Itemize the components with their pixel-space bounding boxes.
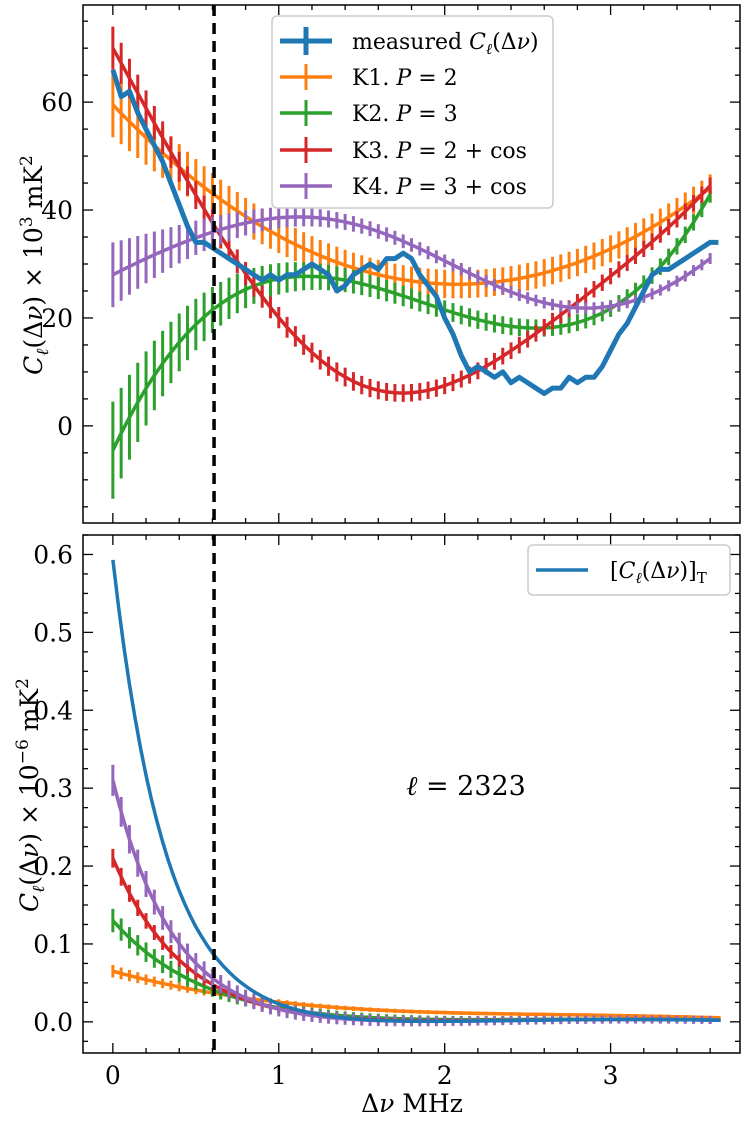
y-tick-label: 0	[57, 412, 73, 441]
x-tick-label: 3	[603, 1061, 619, 1090]
legend-label-k3: K3. P = 2 + cos	[352, 139, 527, 164]
top-y-axis-label: Cℓ(Δν) × 103 mK2	[17, 155, 53, 375]
legend-entry-k2: K2. P = 3	[280, 100, 458, 127]
top-legend: measured Cℓ(Δν) K1. P = 2 K2. P = 3 K3. …	[271, 15, 554, 209]
bottom-x-axis-label: Δν MHz	[361, 1089, 463, 1118]
bottom-x-tick-labels: 0 1 2 3	[105, 1061, 619, 1090]
legend-entry-k4: K4. P = 3 + cos	[280, 173, 527, 200]
series-bottom-k3	[111, 848, 721, 1024]
bottom-y-tick-labels: 0.0 0.1 0.2 0.3 0.4 0.5 0.6	[33, 540, 73, 1036]
top-y-tick-labels: 0 20 40 60	[41, 88, 73, 441]
top-frame	[82, 4, 741, 524]
legend-label-measured: measured Cℓ(Δν)	[352, 30, 539, 58]
fit-line	[112, 215, 712, 310]
y-tick-label: 0.2	[33, 852, 73, 881]
series-k4	[111, 207, 712, 314]
x-tick-label: 2	[437, 1061, 453, 1090]
bottom-panel: 0.0 0.1 0.2 0.3 0.4 0.5 0.6 0 1 2 3 Cℓ(Δν) × 10−6…	[13, 534, 741, 1118]
legend-label-k4: K4. P = 3 + cos	[352, 175, 527, 200]
top-series	[110, 26, 719, 499]
series-k2	[111, 186, 712, 499]
y-tick-label: 60	[41, 88, 73, 117]
legend-entry-measured: measured Cℓ(Δν)	[280, 27, 539, 58]
bottom-legend-box	[527, 544, 731, 596]
y-tick-label: 40	[41, 196, 73, 225]
legend-entry-k1: K1. P = 2	[280, 64, 458, 91]
bottom-frame	[82, 534, 741, 1054]
fit-line	[111, 193, 712, 451]
y-tick-label: 0.6	[33, 540, 73, 569]
x-tick-label: 1	[271, 1061, 287, 1090]
x-tick-label: 0	[105, 1061, 121, 1090]
bottom-y-axis-label: Cℓ(Δν) × 10−6 mK2	[13, 678, 49, 912]
ell-annotation: ℓ = 2323	[406, 771, 526, 802]
top-panel: 0 20 40 60 Cℓ(Δν) × 103 mK2 measured Cℓ(Δν)…	[17, 4, 741, 524]
legend-entry-k3: K3. P = 2 + cos	[280, 137, 527, 164]
bottom-ticks	[83, 534, 740, 1053]
y-tick-label: 0.5	[33, 618, 73, 647]
bottom-legend: [Cℓ(Δν)]T	[527, 544, 731, 596]
legend-label-theory: [Cℓ(Δν)]T	[610, 559, 707, 587]
top-ticks	[83, 5, 740, 523]
legend-label-k1: K1. P = 2	[352, 66, 458, 91]
top-legend-box	[271, 15, 554, 209]
legend-label-k2: K2. P = 3	[352, 102, 458, 127]
y-tick-label: 20	[41, 304, 73, 333]
y-tick-label: 0.4	[33, 696, 73, 725]
y-tick-label: 0.1	[33, 930, 73, 959]
y-tick-label: 0.3	[33, 774, 73, 803]
y-tick-label: 0.0	[33, 1008, 73, 1037]
